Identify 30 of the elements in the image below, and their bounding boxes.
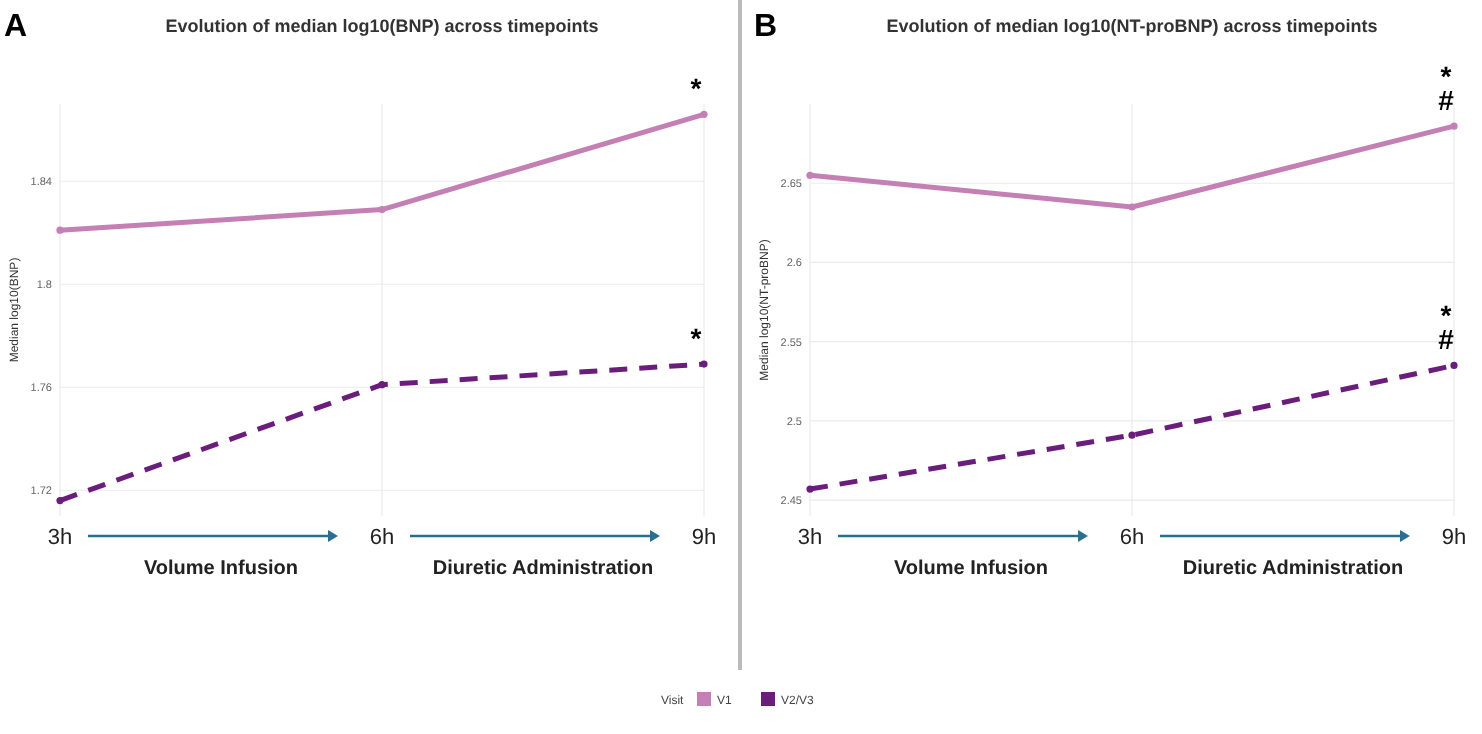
- point: [378, 381, 386, 389]
- annotation: *: [690, 322, 703, 355]
- text: Diuretic Administration: [432, 558, 654, 580]
- point: [1128, 431, 1136, 439]
- point: [1450, 122, 1458, 130]
- annotation: * #: [1438, 299, 1455, 356]
- point: [806, 485, 814, 493]
- point: [700, 110, 708, 118]
- annotation: * #: [1438, 60, 1455, 117]
- x-tick-label: 3h: [47, 526, 73, 550]
- x-tick-label: 3h: [797, 526, 823, 550]
- x-tick-label: 9h: [1441, 526, 1467, 550]
- text: Diuretic Administration: [1182, 558, 1404, 580]
- point: [700, 360, 708, 368]
- chart-title: Evolution of median log10(NT-proBNP) across timepoints: [886, 16, 1378, 36]
- x-tick-label: 6h: [369, 526, 395, 550]
- x-tick-label: 6h: [1119, 526, 1145, 550]
- point: [56, 226, 64, 234]
- annotation: *: [690, 72, 703, 105]
- point: [1128, 203, 1136, 211]
- chart-subtitle: B: [754, 10, 778, 44]
- text: Volume Infusion: [143, 558, 299, 580]
- chart-subtitle: A: [4, 10, 28, 44]
- x-tick-label: 9h: [691, 526, 717, 550]
- point: [56, 496, 64, 505]
- point: [1450, 361, 1458, 370]
- point: [378, 205, 386, 214]
- point: [806, 171, 814, 179]
- chart-title: Evolution of median log10(BNP) across timepoints: [165, 16, 599, 36]
- text: Volume Infusion: [893, 558, 1049, 580]
